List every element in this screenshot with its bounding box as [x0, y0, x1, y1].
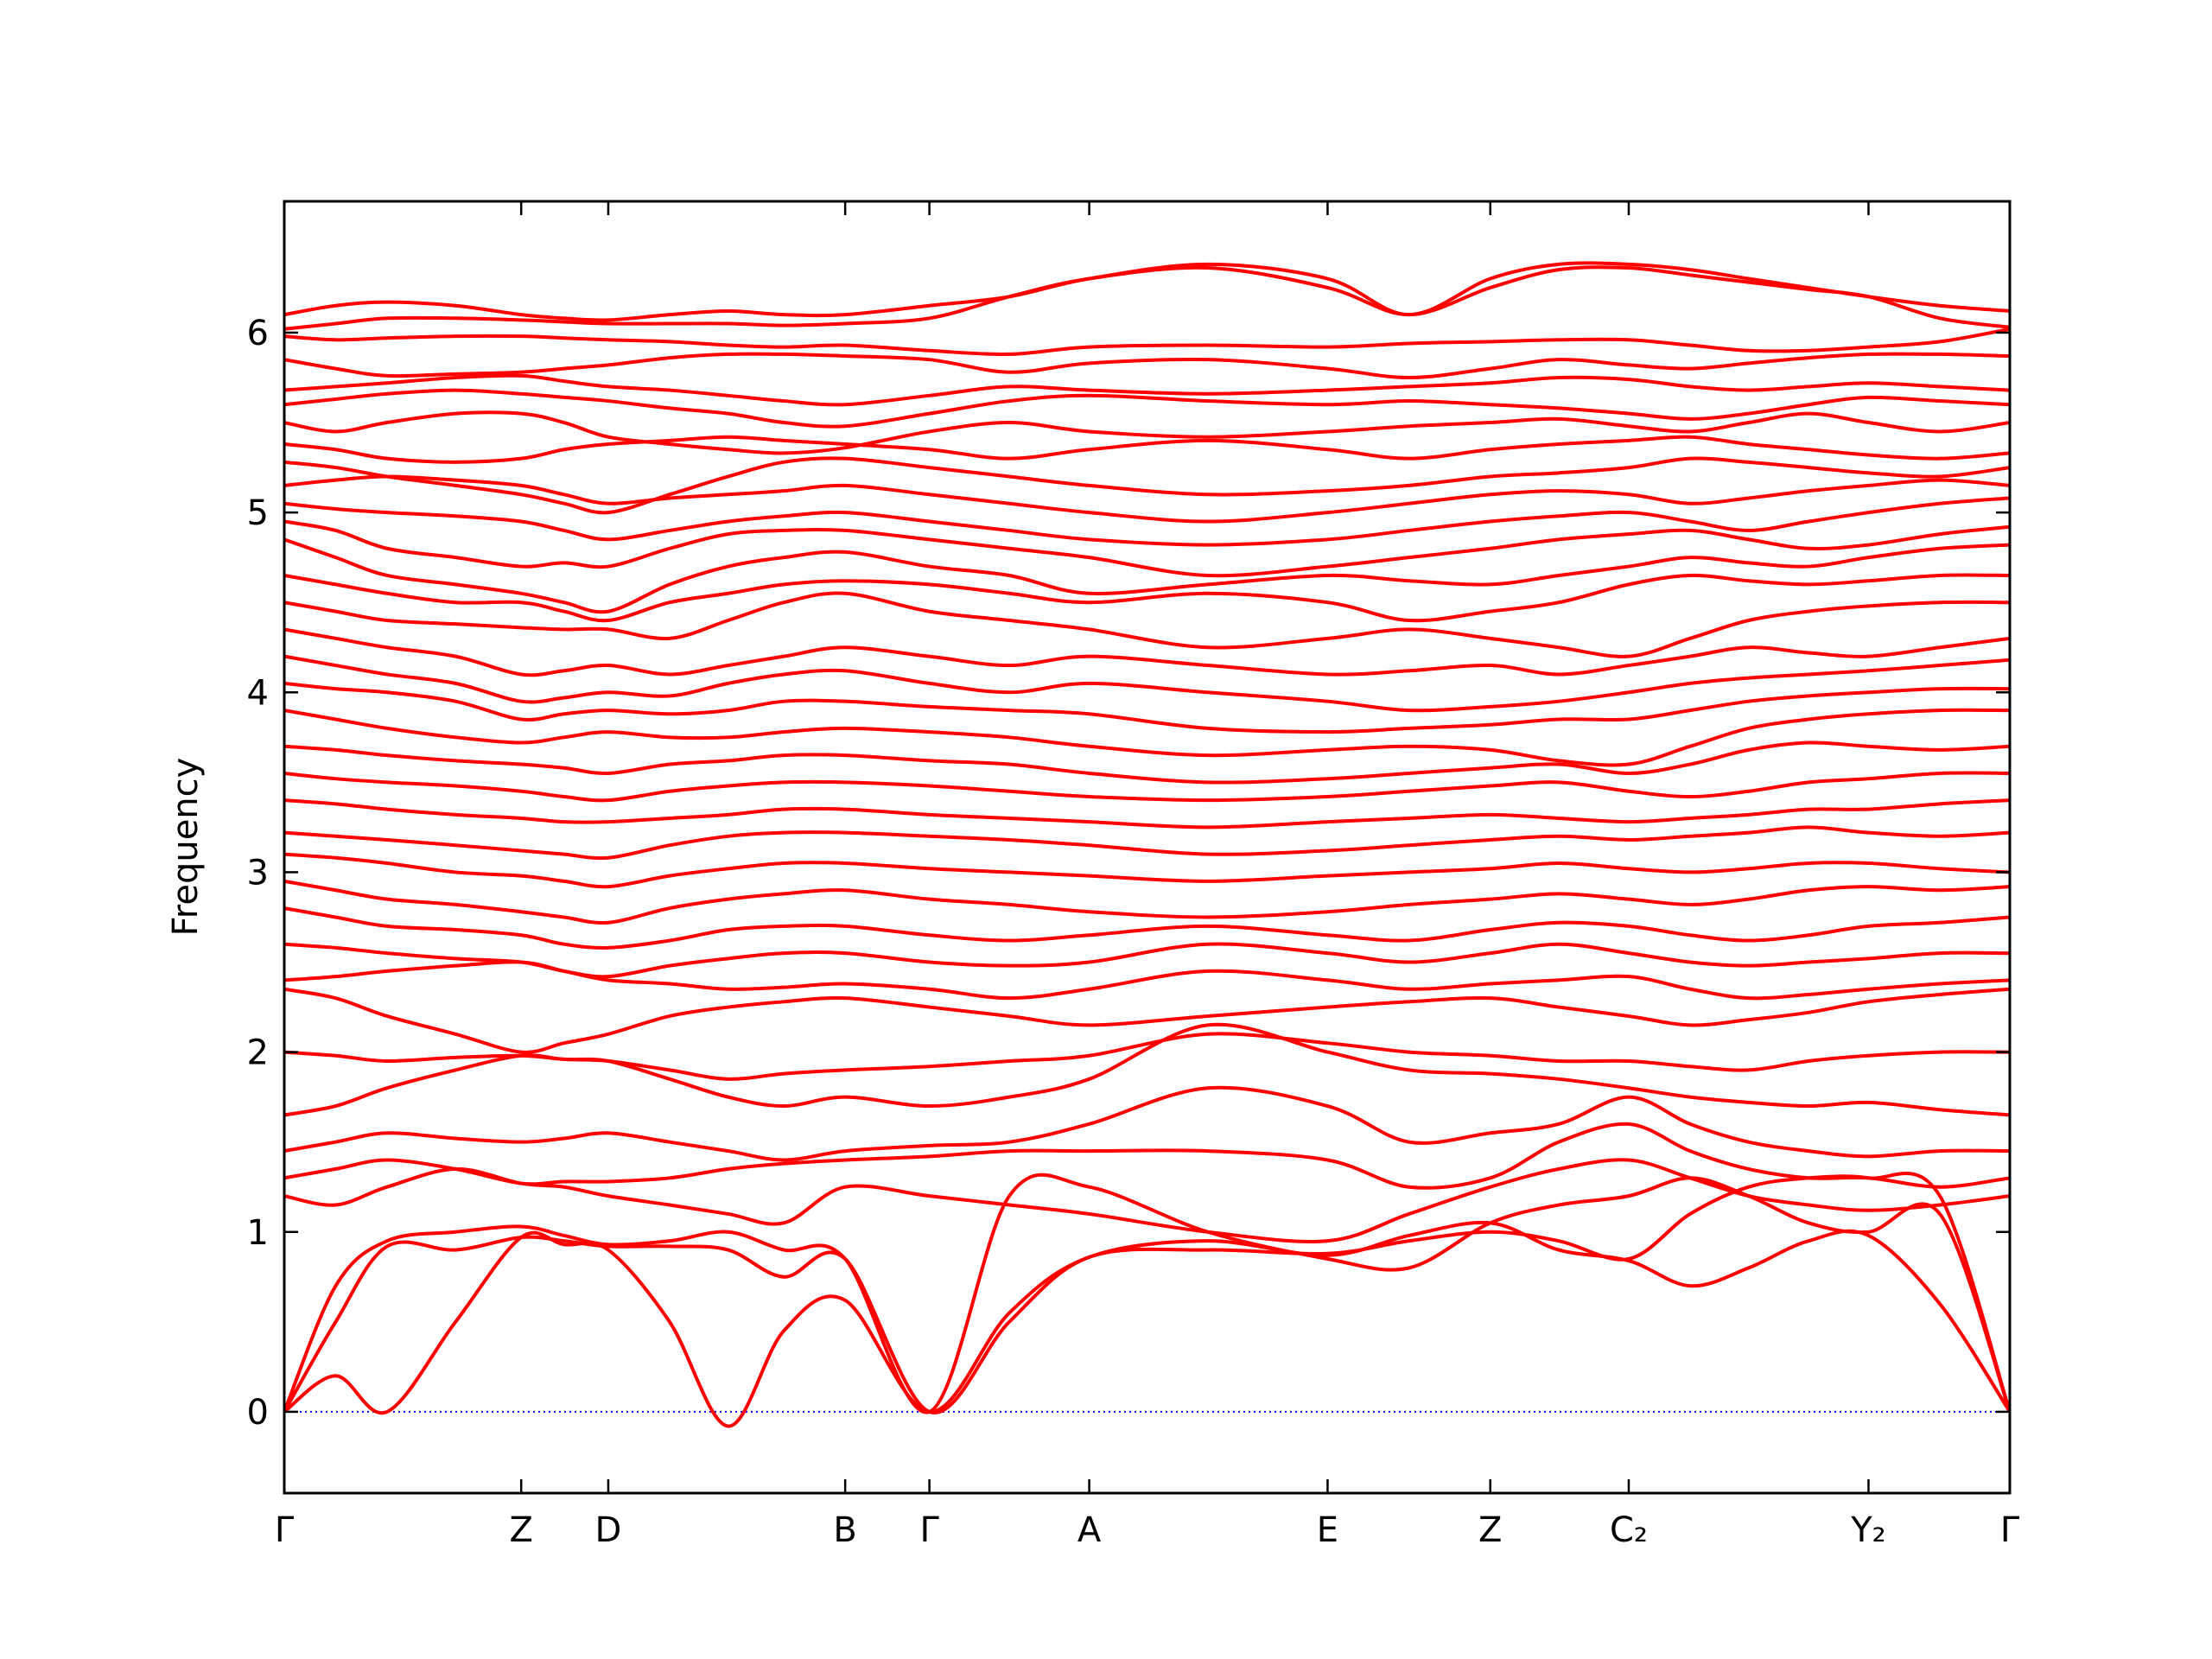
band-line [284, 388, 2010, 429]
y-tick-label: 6 [247, 314, 269, 353]
band-line [284, 798, 2010, 830]
band-line [284, 1085, 2010, 1162]
x-tick-label: C₂ [1610, 1510, 1648, 1550]
band-line [284, 474, 2010, 524]
y-tick-label: 2 [247, 1033, 269, 1073]
y-tick-label: 0 [247, 1393, 269, 1433]
y-tick-label: 4 [247, 673, 269, 713]
band-line [284, 537, 2010, 614]
band-line [284, 435, 2010, 464]
band-line [284, 879, 2010, 925]
band-line [284, 456, 2010, 515]
band-line [284, 410, 2010, 455]
band-line [284, 573, 2010, 623]
band-line [284, 352, 2010, 379]
band-line [284, 1172, 2010, 1415]
x-tick-label: Γ [919, 1510, 939, 1550]
y-axis-label: Frequency [166, 758, 206, 937]
y-tick-label: 3 [247, 853, 269, 893]
band-line [284, 1158, 2010, 1243]
band-line [284, 654, 2010, 713]
band-line [284, 519, 2010, 578]
band-line [284, 681, 2010, 734]
band-line [284, 906, 2010, 950]
x-tick-label: Γ [275, 1510, 295, 1550]
x-tick-label: Γ [2000, 1510, 2020, 1550]
y-tick-label: 5 [247, 493, 269, 533]
band-line [284, 1022, 2010, 1117]
plot-frame [283, 200, 2012, 1495]
band-line [284, 852, 2010, 889]
band-line [284, 327, 2010, 357]
x-tick-label: Z [509, 1510, 532, 1550]
band-line [284, 496, 2010, 547]
x-tick-label: Y₂ [1850, 1510, 1885, 1550]
band-line [284, 825, 2010, 861]
band-line [284, 591, 2010, 658]
x-tick-label: E [1317, 1510, 1338, 1550]
band-line [284, 987, 2010, 1054]
band-line [284, 265, 2010, 331]
band-line [284, 627, 2010, 677]
band-line [284, 741, 2010, 785]
band-line [284, 373, 2010, 407]
band-line [284, 960, 2010, 1001]
x-tick-label: D [595, 1510, 622, 1550]
band-line [284, 1122, 2010, 1190]
band-line [284, 1220, 2010, 1428]
x-tick-label: Z [1478, 1510, 1502, 1550]
band-line [284, 771, 2010, 803]
y-tick-label: 1 [247, 1213, 269, 1253]
x-tick-label: B [833, 1510, 856, 1550]
band-line [284, 708, 2010, 767]
band-line [284, 1173, 2010, 1414]
band-line [284, 942, 2010, 979]
x-tick-label: A [1077, 1510, 1102, 1550]
